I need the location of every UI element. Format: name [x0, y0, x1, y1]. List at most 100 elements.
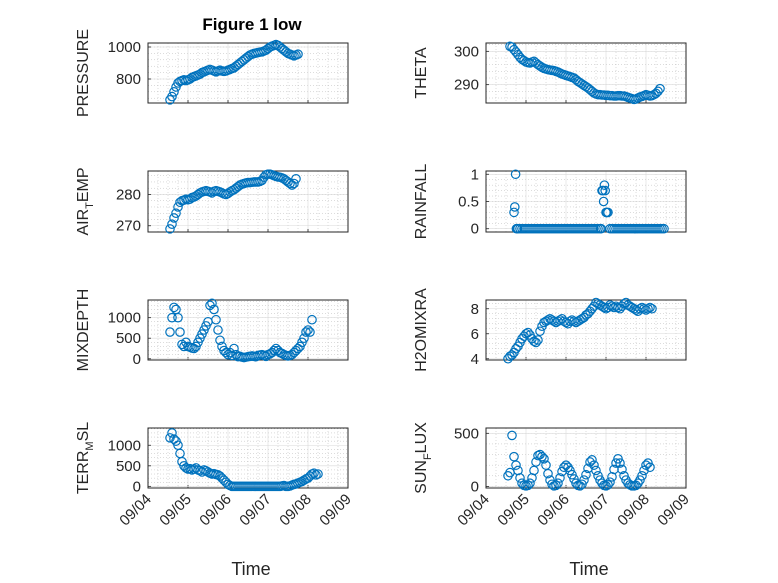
x-tick-label: 09/08	[614, 491, 653, 530]
data-point	[167, 312, 177, 323]
subplot-5: 0 500 1000 MIXDEPTH	[75, 289, 349, 372]
y-axis-label-rest: EMP	[75, 167, 92, 202]
data-point	[645, 302, 655, 313]
data-point	[299, 333, 309, 344]
data-point	[531, 457, 541, 467]
axes-border	[147, 170, 349, 233]
data-point	[643, 303, 653, 314]
y-tick-label: 280	[116, 186, 141, 203]
x-tick-label: 09/09	[316, 491, 355, 530]
x-axis-label: Time	[569, 559, 608, 579]
y-axis-label-main: TERR	[75, 451, 92, 495]
series-markers	[165, 298, 317, 363]
data-point	[600, 185, 610, 196]
y-axis-label-rest: LUX	[413, 422, 430, 453]
y-axis-label: TERRMSL	[75, 422, 96, 494]
data-point	[533, 450, 543, 461]
data-point	[551, 480, 561, 491]
data-point	[598, 196, 609, 207]
y-tick-label: 500	[116, 330, 141, 347]
y-tick-label: 500	[116, 458, 141, 475]
data-point	[615, 458, 625, 468]
y-axis-label-main: H2OMIXRA	[413, 288, 430, 372]
y-axis-label: RAINFALL	[413, 164, 430, 240]
data-point	[599, 180, 610, 190]
data-point	[645, 462, 655, 473]
x-tick-label: 09/05	[156, 491, 195, 530]
data-point	[533, 335, 543, 345]
data-point	[605, 477, 615, 487]
y-tick-label: 4	[471, 351, 479, 368]
series-markers	[165, 39, 303, 105]
x-tick-label: 09/09	[654, 491, 693, 530]
y-tick-label: 290	[454, 77, 479, 94]
y-axis-label: H2OMIXRA	[413, 288, 430, 372]
data-point	[209, 304, 219, 315]
data-point	[653, 86, 663, 97]
axes-border	[485, 427, 687, 489]
data-point	[305, 327, 315, 337]
data-point	[169, 302, 179, 313]
data-point	[285, 178, 295, 189]
data-point	[547, 479, 557, 490]
data-point	[169, 213, 179, 223]
data-point	[655, 83, 665, 94]
y-axis-label-rest: SL	[75, 422, 92, 442]
series-markers	[165, 169, 301, 234]
axes-border	[147, 42, 349, 104]
data-point	[511, 460, 521, 470]
series-markers	[165, 428, 323, 492]
data-point	[543, 468, 553, 479]
data-point	[555, 473, 565, 483]
data-point	[559, 462, 569, 473]
y-tick-label: 0	[471, 478, 479, 495]
data-point	[537, 451, 547, 462]
data-point	[211, 314, 221, 325]
data-point	[535, 326, 545, 337]
data-point	[313, 469, 323, 479]
data-point	[591, 465, 601, 476]
y-axis-label: SUNFLUX	[413, 422, 434, 494]
data-point	[301, 327, 311, 337]
subplot-2: 290 300 THETA	[413, 41, 687, 105]
data-point	[525, 478, 535, 489]
data-point	[647, 303, 657, 314]
y-axis-label-main: SUN	[413, 460, 430, 494]
data-point	[221, 347, 231, 358]
y-axis-label-main: MIXDEPTH	[75, 289, 92, 372]
y-axis-label-main: PRESSURE	[75, 29, 92, 117]
data-point	[171, 208, 181, 219]
data-point	[175, 327, 185, 337]
y-tick-label: 500	[454, 425, 479, 442]
data-point	[215, 335, 225, 346]
data-point	[515, 473, 525, 483]
y-axis-label-subscript: F	[422, 453, 434, 460]
x-tick-label: 09/04	[454, 491, 493, 530]
y-tick-label: 270	[116, 218, 141, 235]
data-point	[603, 480, 613, 490]
data-point	[165, 224, 175, 234]
data-point	[207, 298, 217, 309]
data-point	[289, 178, 299, 189]
y-axis-label-main: AIR	[75, 209, 92, 236]
data-point	[309, 468, 319, 479]
subplot-4: 0 0.5 1 RAINFALL	[413, 164, 687, 240]
series-markers	[509, 169, 669, 234]
y-tick-label: 1000	[108, 39, 141, 56]
series-markers	[505, 41, 665, 105]
y-axis-label-subscript: M	[84, 441, 96, 450]
series-markers	[503, 297, 657, 364]
data-point	[229, 343, 239, 354]
subplot-1: 800 1000 PRESSURE	[75, 29, 349, 117]
y-axis-label-main: RAINFALL	[413, 164, 430, 240]
data-point	[509, 207, 519, 218]
series-markers	[503, 430, 655, 491]
y-axis-label: PRESSURE	[75, 29, 92, 117]
data-point	[581, 469, 591, 480]
subplot-6: 4 6 8 H2OMIXRA	[413, 288, 687, 372]
data-point	[521, 328, 531, 339]
data-point	[637, 470, 647, 481]
y-axis-label: AIRTEMP	[75, 167, 96, 235]
data-point	[169, 87, 179, 97]
subplot-8: 0 500 SUNFLUX 09/04 09/05 09/06 09/07 09/08 09/0…	[413, 422, 693, 579]
